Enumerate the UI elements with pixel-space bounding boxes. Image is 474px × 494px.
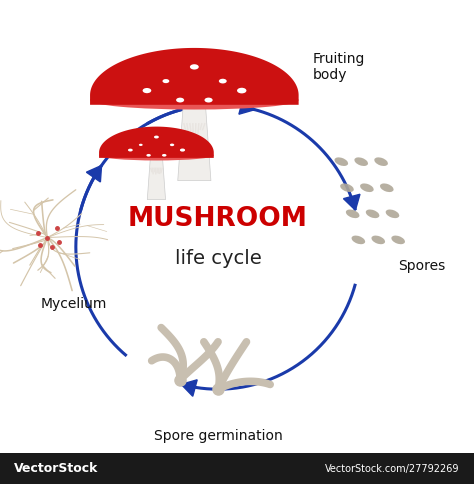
Polygon shape	[239, 98, 255, 114]
Ellipse shape	[392, 236, 405, 244]
Ellipse shape	[346, 209, 359, 218]
Text: life cycle: life cycle	[174, 249, 262, 268]
Ellipse shape	[219, 79, 227, 83]
Text: MUSHROOM: MUSHROOM	[128, 206, 308, 232]
Ellipse shape	[340, 183, 354, 192]
Ellipse shape	[170, 144, 174, 146]
Ellipse shape	[143, 88, 151, 93]
Ellipse shape	[335, 158, 348, 166]
Ellipse shape	[176, 98, 184, 102]
Ellipse shape	[386, 209, 399, 218]
Bar	[0, 453, 474, 484]
Ellipse shape	[352, 236, 365, 244]
Polygon shape	[178, 95, 211, 181]
Ellipse shape	[204, 98, 213, 103]
Ellipse shape	[366, 209, 379, 218]
Text: Mycelium: Mycelium	[40, 297, 107, 311]
Polygon shape	[147, 153, 165, 200]
Ellipse shape	[162, 154, 166, 157]
Polygon shape	[181, 380, 197, 396]
Ellipse shape	[163, 79, 169, 83]
Ellipse shape	[139, 144, 143, 146]
Text: VectorStock.com/27792269: VectorStock.com/27792269	[325, 463, 460, 474]
Ellipse shape	[99, 150, 214, 161]
Ellipse shape	[146, 154, 151, 157]
Ellipse shape	[372, 236, 385, 244]
Polygon shape	[99, 126, 214, 158]
Text: VectorStock: VectorStock	[14, 462, 99, 475]
Ellipse shape	[90, 90, 299, 110]
Ellipse shape	[180, 149, 185, 152]
Polygon shape	[86, 165, 101, 182]
Polygon shape	[344, 194, 360, 210]
Ellipse shape	[355, 158, 368, 166]
Text: Spores: Spores	[398, 259, 446, 273]
Ellipse shape	[128, 149, 133, 152]
Ellipse shape	[237, 88, 246, 93]
Ellipse shape	[374, 158, 388, 166]
Text: Spore germination: Spore germination	[154, 429, 283, 444]
Polygon shape	[90, 48, 299, 105]
Ellipse shape	[380, 183, 393, 192]
Text: Fruiting
body: Fruiting body	[313, 52, 365, 82]
Ellipse shape	[360, 183, 374, 192]
Ellipse shape	[154, 135, 159, 138]
Ellipse shape	[190, 64, 199, 70]
